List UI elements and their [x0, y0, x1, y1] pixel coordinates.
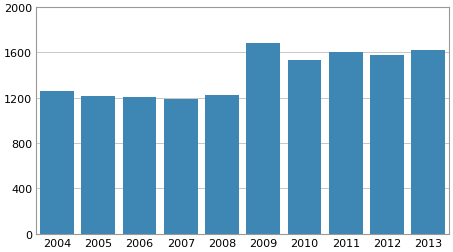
Bar [329, 52, 363, 234]
Bar [205, 95, 239, 234]
Bar [123, 98, 156, 234]
Bar [82, 97, 115, 234]
Bar [288, 61, 322, 234]
Bar [40, 92, 74, 234]
Bar [370, 55, 404, 234]
Bar [411, 51, 445, 234]
Bar [246, 43, 280, 234]
Bar [164, 100, 198, 234]
